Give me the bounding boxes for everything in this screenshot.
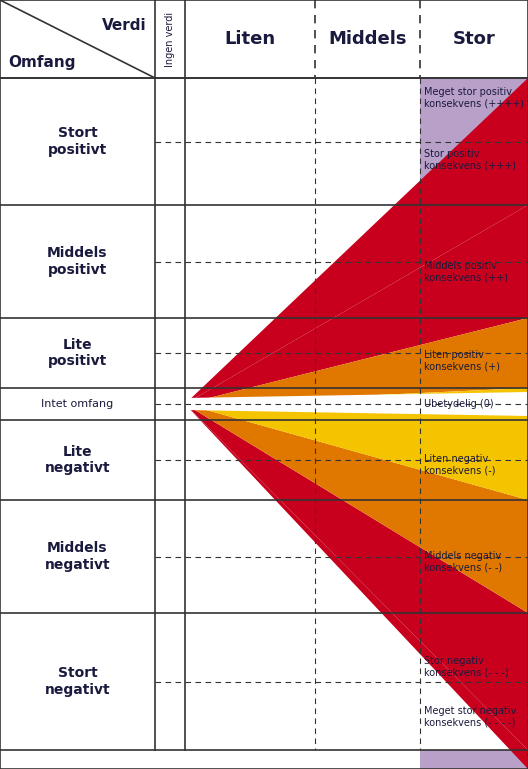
Text: Ubetydelig (0): Ubetydelig (0) — [424, 399, 494, 409]
Text: Liten positiv
konsekvens (+): Liten positiv konsekvens (+) — [424, 350, 500, 371]
Polygon shape — [185, 404, 528, 500]
Text: Middels negativ
konsekvens (- -): Middels negativ konsekvens (- -) — [424, 551, 502, 572]
Polygon shape — [420, 78, 528, 205]
Polygon shape — [185, 404, 528, 613]
Polygon shape — [185, 404, 528, 750]
Text: Omfang: Omfang — [8, 55, 76, 70]
Text: Stort
negativt: Stort negativt — [45, 667, 110, 697]
Text: Meget stor positiv
konsekvens (++++): Meget stor positiv konsekvens (++++) — [424, 87, 524, 108]
Text: Verdi: Verdi — [102, 18, 147, 33]
Polygon shape — [185, 388, 528, 404]
Text: Stort
positivt: Stort positivt — [48, 126, 107, 157]
Polygon shape — [185, 318, 528, 404]
Polygon shape — [185, 392, 528, 416]
Text: Liten negativ
konsekvens (-): Liten negativ konsekvens (-) — [424, 454, 495, 476]
Text: Stor negativ
konsekvens (- - -): Stor negativ konsekvens (- - -) — [424, 656, 509, 677]
Text: Lite
positivt: Lite positivt — [48, 338, 107, 368]
Text: Ingen verdi: Ingen verdi — [165, 12, 175, 67]
Polygon shape — [185, 78, 528, 404]
Text: Stor: Stor — [452, 30, 495, 48]
Polygon shape — [420, 750, 528, 769]
Text: Liten: Liten — [224, 30, 276, 48]
Text: Middels
positivt: Middels positivt — [47, 246, 108, 277]
Polygon shape — [185, 404, 528, 769]
Text: Middels
negativt: Middels negativt — [45, 541, 110, 571]
Text: Intet omfang: Intet omfang — [41, 399, 114, 409]
Polygon shape — [185, 205, 528, 404]
Text: Meget stor negativ
konsekvens (- - - -): Meget stor negativ konsekvens (- - - -) — [424, 706, 516, 727]
Text: Lite
negativt: Lite negativt — [45, 445, 110, 475]
Text: Middels positiv
konsekvens (++): Middels positiv konsekvens (++) — [424, 261, 508, 282]
Text: Stor positiv
konsekvens (+++): Stor positiv konsekvens (+++) — [424, 148, 516, 170]
Text: Middels: Middels — [328, 30, 407, 48]
